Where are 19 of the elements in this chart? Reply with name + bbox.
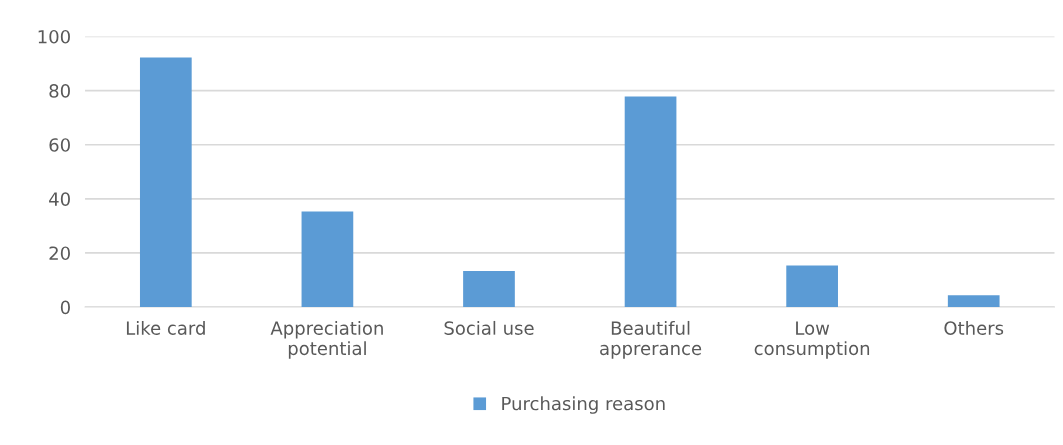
bar [139, 57, 192, 308]
y-tick-label: 100 [38, 29, 70, 44]
x-tick-label: Appreciation potential [270, 320, 383, 359]
bar [463, 271, 515, 308]
x-tick-label: Others [944, 320, 1004, 335]
y-tick-label: 40 [49, 192, 70, 206]
x-tick-label: Low consumption [754, 321, 870, 359]
bar [301, 211, 354, 308]
x-tick-label: Beautiful apprerance [600, 320, 702, 359]
bar [947, 295, 1000, 308]
y-tick-label: 20 [49, 246, 70, 261]
legend-label: Purchasing reason [502, 396, 665, 414]
y-tick-label: 60 [49, 138, 70, 152]
x-tick-label: Like card [126, 320, 205, 335]
bar [624, 96, 677, 308]
x-tick-label: Social use [444, 320, 534, 335]
y-tick-label: 0 [60, 300, 70, 315]
bar [786, 265, 838, 308]
y-tick-label: 80 [49, 84, 70, 98]
